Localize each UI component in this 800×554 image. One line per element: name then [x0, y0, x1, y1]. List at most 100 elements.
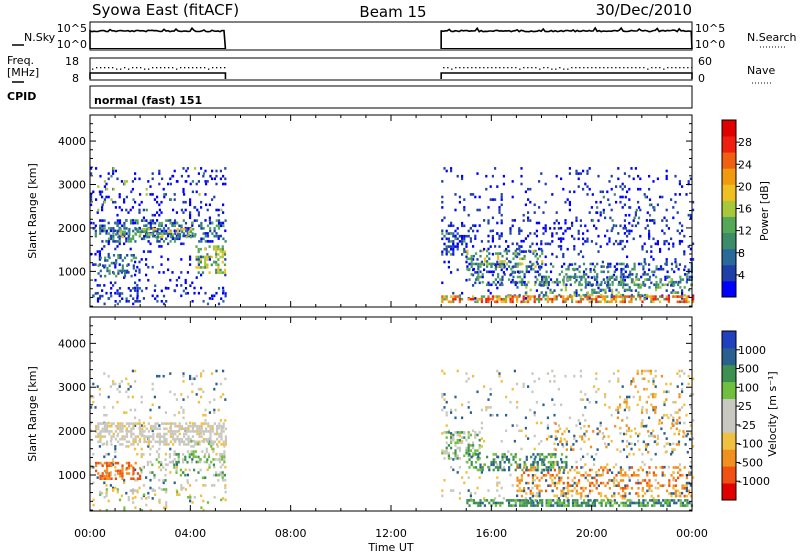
heatmap-cell [215, 234, 218, 238]
heatmap-cell [648, 214, 652, 217]
heatmap-cell [476, 229, 479, 233]
heatmap-cell [156, 240, 159, 243]
heatmap-cell [132, 501, 135, 504]
heatmap-cell [621, 247, 624, 251]
heatmap-cell [520, 283, 523, 287]
heatmap-cell [586, 398, 589, 401]
heatmap-cell [116, 434, 119, 438]
heatmap-cell [221, 452, 224, 456]
heatmap-cell [452, 433, 455, 437]
heatmap-cell [553, 481, 556, 485]
heatmap-cell [127, 234, 130, 238]
heatmap-cell [564, 219, 567, 222]
heatmap-cell [182, 460, 185, 464]
heatmap-cell [659, 300, 662, 304]
heatmap-cell [97, 461, 100, 465]
heatmap-cell [116, 488, 119, 491]
heatmap-cell [151, 172, 154, 175]
heatmap-cell [596, 275, 599, 279]
heatmap-cell [503, 273, 506, 276]
heatmap-cell [456, 454, 459, 458]
heatmap-cell [580, 492, 583, 495]
heatmap-cell [196, 432, 199, 436]
heatmap-cell [461, 234, 464, 238]
heatmap-cell [509, 300, 512, 304]
heatmap-cell [562, 278, 565, 281]
heatmap-cell [472, 441, 475, 445]
heatmap-cell [580, 474, 583, 477]
heatmap-cell [671, 422, 674, 425]
heatmap-cell [169, 430, 172, 433]
heatmap-cell [486, 249, 489, 253]
heatmap-cell [672, 492, 675, 495]
heatmap-cell [650, 494, 653, 498]
heatmap-cell [534, 249, 537, 253]
heatmap-cell [205, 437, 208, 441]
heatmap-cell [510, 499, 513, 502]
heatmap-cell [105, 490, 108, 494]
heatmap-cell [643, 369, 646, 373]
nave-dot [188, 67, 190, 69]
heatmap-cell [461, 416, 464, 420]
heatmap-cell [220, 435, 223, 438]
heatmap-cell [611, 288, 614, 292]
heatmap-cell [672, 400, 675, 404]
nave-dot [124, 67, 126, 69]
heatmap-cell [173, 221, 176, 225]
heatmap-cell [494, 263, 497, 266]
heatmap-cell [94, 224, 97, 228]
heatmap-cell [597, 468, 600, 472]
heatmap-cell [145, 273, 148, 277]
heatmap-cell [607, 265, 610, 268]
heatmap-cell [674, 479, 677, 482]
heatmap-cell [674, 466, 677, 469]
heatmap-cell [450, 295, 453, 298]
power-colorbar-label: Power [dB] [758, 181, 771, 241]
heatmap-cell [134, 240, 137, 243]
nave-dot [491, 67, 493, 69]
heatmap-cell [496, 481, 499, 485]
heatmap-cell [633, 471, 636, 474]
heatmap-cell [681, 501, 685, 505]
heatmap-cell [183, 443, 186, 446]
heatmap-cell [642, 267, 645, 271]
heatmap-cell [195, 393, 198, 396]
heatmap-cell [525, 499, 528, 502]
heatmap-cell [469, 497, 472, 500]
heatmap-cell [541, 275, 544, 279]
heatmap-cell [672, 216, 675, 220]
nave-dot [132, 67, 134, 69]
heatmap-cell [663, 400, 666, 404]
heatmap-cell [90, 195, 93, 199]
heatmap-cell [92, 481, 95, 485]
heatmap-cell [544, 200, 547, 204]
heatmap-cell [158, 240, 161, 243]
heatmap-cell [108, 464, 111, 467]
heatmap-cell [665, 208, 668, 212]
heatmap-cell [663, 283, 666, 287]
heatmap-cell [593, 224, 596, 228]
heatmap-cell [672, 280, 675, 284]
heatmap-cell [169, 372, 172, 375]
heatmap-cell [452, 291, 455, 295]
heatmap-cell [663, 484, 666, 487]
heatmap-cell [549, 476, 552, 480]
heatmap-cell [662, 504, 665, 507]
nave-dot [220, 67, 222, 69]
heatmap-cell [468, 262, 471, 266]
heatmap-cell [615, 297, 618, 301]
heatmap-cell [589, 468, 592, 472]
heatmap-cell [476, 390, 479, 394]
heatmap-cell [105, 182, 108, 186]
heatmap-cell [608, 240, 611, 243]
heatmap-cell [679, 280, 682, 284]
heatmap-cell [512, 499, 515, 502]
heatmap-cell [193, 219, 196, 222]
heatmap-cell [472, 284, 475, 287]
heatmap-cell [461, 174, 464, 178]
heatmap-cell [533, 295, 536, 298]
heatmap-cell [530, 267, 533, 271]
heatmap-cell [476, 449, 479, 452]
heatmap-cell [123, 506, 126, 509]
heatmap-cell [213, 227, 216, 230]
